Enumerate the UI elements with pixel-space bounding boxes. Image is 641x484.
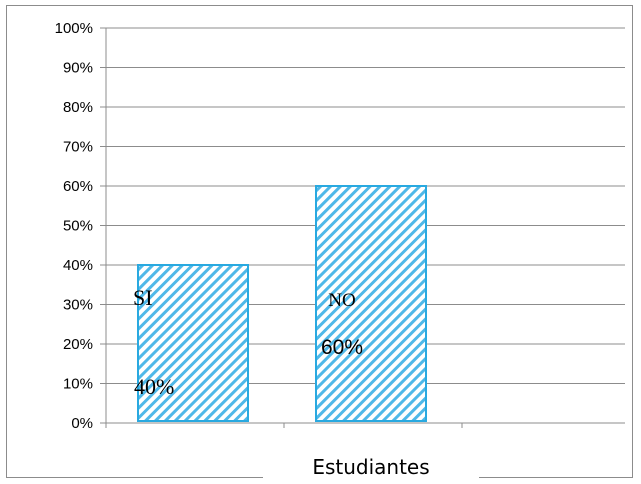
y-tick-label: 30% bbox=[63, 297, 93, 314]
y-tick-label: 40% bbox=[63, 257, 93, 274]
value-label: 60% bbox=[321, 336, 363, 359]
y-tick-label: 10% bbox=[63, 376, 93, 393]
value-label: 40% bbox=[134, 374, 174, 399]
y-tick-label: 60% bbox=[63, 178, 93, 195]
y-tick-label: 90% bbox=[63, 60, 93, 77]
y-tick-label: 70% bbox=[63, 139, 93, 156]
y-tick-label: 0% bbox=[71, 415, 93, 432]
y-tick-label: 20% bbox=[63, 336, 93, 353]
bar-no bbox=[315, 185, 427, 422]
y-tick-label: 80% bbox=[63, 99, 93, 116]
y-tick-label: 50% bbox=[63, 218, 93, 235]
x-axis-title: Estudiantes bbox=[263, 450, 479, 481]
y-tick-label: 100% bbox=[55, 20, 93, 37]
bar-si bbox=[137, 264, 249, 422]
category-label: SI bbox=[133, 285, 153, 310]
category-label: NO bbox=[328, 290, 355, 311]
